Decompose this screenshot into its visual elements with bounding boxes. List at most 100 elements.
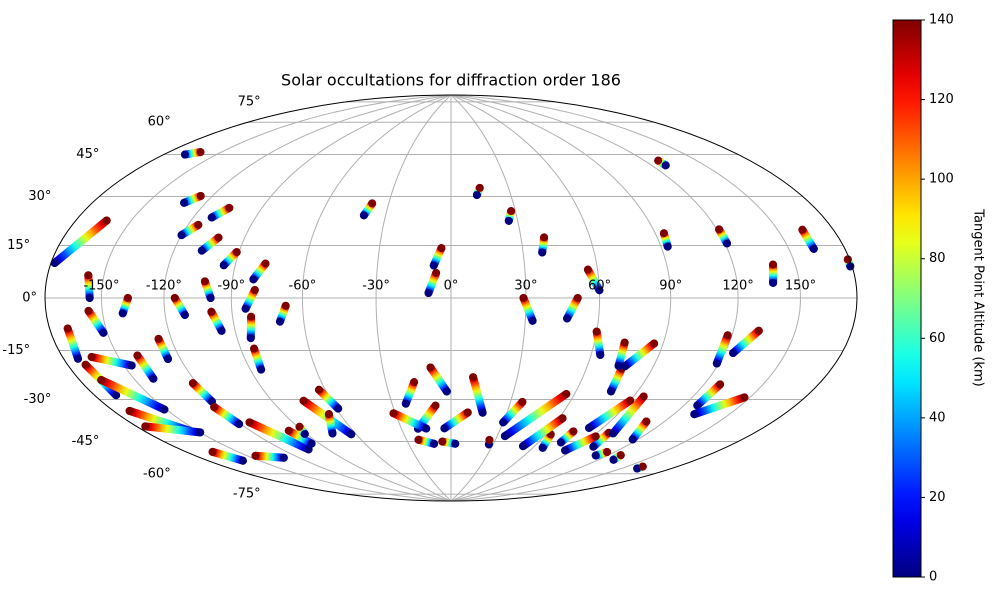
- track-point: [300, 429, 309, 438]
- track: [426, 363, 451, 396]
- track-point: [609, 429, 618, 438]
- y-tick-label: 45°: [76, 147, 99, 162]
- track-point: [219, 261, 228, 270]
- track: [251, 451, 288, 462]
- colorbar-tick-label: 80: [929, 251, 946, 266]
- colorbar-tick-label: 140: [929, 13, 954, 28]
- track-point: [324, 410, 333, 419]
- track-point: [609, 455, 618, 464]
- track-point: [299, 396, 308, 405]
- track-point: [429, 261, 438, 270]
- track-point: [197, 246, 206, 255]
- track-point: [430, 439, 439, 448]
- track-point: [238, 456, 247, 465]
- track-point: [112, 391, 121, 400]
- track-point: [207, 307, 216, 316]
- track-point: [500, 432, 509, 441]
- track-point: [585, 423, 594, 432]
- y-tick-label: -15°: [2, 343, 30, 358]
- y-tick-label: 15°: [7, 238, 30, 253]
- track-point: [84, 306, 93, 315]
- track-point: [716, 380, 725, 389]
- track-point: [334, 404, 343, 413]
- track-point: [208, 447, 217, 456]
- track-point: [723, 331, 732, 340]
- track-point: [123, 294, 132, 302]
- track-point: [693, 401, 702, 410]
- track: [97, 376, 169, 414]
- track-point: [463, 408, 472, 417]
- track-point: [589, 442, 598, 451]
- track-point: [438, 437, 447, 446]
- track-point: [690, 410, 699, 419]
- track-point: [81, 360, 90, 369]
- track-point: [519, 294, 528, 302]
- track-point: [591, 451, 600, 460]
- track-point: [177, 231, 186, 240]
- track: [712, 331, 732, 368]
- track-point: [196, 148, 205, 157]
- track-point: [769, 260, 778, 269]
- x-tick-label: -120°: [146, 279, 182, 294]
- track: [87, 353, 136, 370]
- track-point: [284, 426, 293, 435]
- track-point: [251, 451, 260, 460]
- track-point: [275, 317, 284, 326]
- track-point: [595, 286, 604, 295]
- track-point: [99, 328, 108, 337]
- track-point: [639, 392, 648, 401]
- track-point: [210, 403, 219, 412]
- track-point: [729, 349, 738, 358]
- track-point: [200, 277, 209, 286]
- track-point: [160, 405, 169, 414]
- track-point: [217, 326, 226, 335]
- y-tick-label: 75°: [238, 94, 261, 109]
- track-point: [437, 244, 446, 253]
- track-point: [422, 424, 431, 433]
- track-point: [125, 406, 134, 415]
- track: [607, 364, 626, 396]
- track-point: [154, 334, 163, 343]
- track-point: [591, 432, 600, 441]
- track-point: [519, 442, 528, 451]
- chart-title: Solar occultations for diffraction order…: [281, 71, 621, 90]
- track-point: [63, 324, 72, 333]
- x-tick-label: 150°: [785, 279, 816, 294]
- track-point: [214, 233, 223, 242]
- track-point: [410, 378, 419, 387]
- track-point: [712, 359, 721, 368]
- colorbar: [892, 19, 922, 578]
- track-point: [642, 417, 651, 426]
- track-point: [102, 216, 111, 225]
- track: [50, 216, 111, 267]
- track-point: [596, 350, 605, 359]
- track-point: [359, 211, 368, 220]
- track-point: [573, 294, 582, 302]
- track: [210, 403, 244, 429]
- track-point: [626, 396, 635, 405]
- track-point: [241, 304, 250, 313]
- track-point: [180, 198, 189, 207]
- x-tick-label: 60°: [588, 279, 611, 294]
- track-point: [328, 429, 337, 438]
- track-point: [250, 344, 259, 353]
- track-point: [472, 190, 481, 199]
- track-point: [661, 161, 670, 170]
- track-point: [246, 334, 255, 343]
- track: [499, 398, 527, 427]
- colorbar-tick-label: 100: [929, 172, 954, 187]
- track: [440, 408, 472, 433]
- track-point: [603, 447, 612, 456]
- track-point: [180, 310, 189, 319]
- y-tick-label: 0°: [22, 291, 37, 306]
- track-point: [628, 435, 637, 444]
- track-point: [607, 387, 616, 396]
- track-point: [569, 427, 578, 436]
- track-point: [715, 225, 724, 234]
- track-point: [194, 220, 203, 229]
- track-point: [740, 393, 749, 402]
- track-point: [196, 428, 205, 437]
- y-tick-label: 30°: [28, 189, 51, 204]
- track: [519, 414, 567, 451]
